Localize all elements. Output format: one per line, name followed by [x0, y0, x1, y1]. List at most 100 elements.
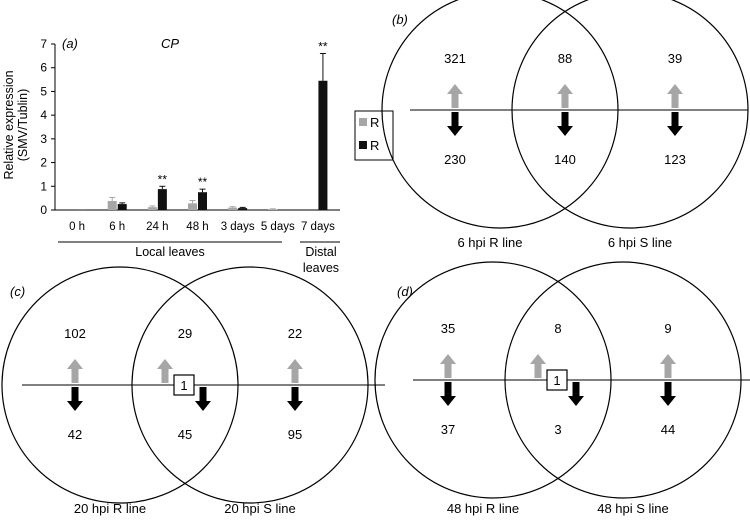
- venn-set-label-right: 20 hpi S line: [224, 501, 296, 516]
- venn-panel-label: (b): [392, 12, 408, 27]
- venn-set-label-right: 6 hpi S line: [608, 235, 672, 250]
- legend-swatch-0: [359, 118, 367, 126]
- venn-up-count-left: 35: [441, 321, 455, 336]
- down-arrow-icon: [447, 112, 463, 136]
- bar: [147, 207, 157, 210]
- venn-panel-label: (c): [10, 284, 25, 299]
- venn-set-label-left: 6 hpi R line: [457, 235, 522, 250]
- legend-label-1: R: [370, 138, 379, 153]
- y-tick-label: 2: [40, 156, 47, 170]
- y-tick-label: 1: [40, 179, 47, 193]
- bar: [318, 80, 328, 210]
- x-tick-labels: 0 h 6 h 24 h 48 h 3 days 5 days 7 days: [69, 221, 335, 233]
- x-tick-label: 6 h: [109, 221, 125, 233]
- group-label-distal-line2: leaves: [303, 261, 339, 275]
- up-arrow-icon: [530, 354, 546, 378]
- contra-regulated-box: [173, 374, 195, 396]
- y-tick-label: 3: [40, 132, 47, 146]
- bar: [107, 200, 117, 210]
- up-arrow-icon: [67, 359, 83, 383]
- venn-set-label-left: 20 hpi R line: [74, 501, 146, 516]
- up-arrow-icon: [287, 359, 303, 383]
- bar: [117, 204, 127, 210]
- bar: [157, 189, 167, 210]
- bar: [228, 207, 238, 210]
- venn-set-label-left: 48 hpi R line: [447, 501, 519, 516]
- venn-panel-label: (d): [397, 284, 413, 299]
- y-axis-label-line2: (SMV/Tublin): [16, 89, 30, 161]
- chart-title: CP: [161, 36, 179, 51]
- venn-down-count-right: 123: [664, 152, 686, 167]
- up-arrow-icon: [447, 84, 463, 108]
- down-arrow-icon: [568, 382, 584, 406]
- up-arrow-icon: [667, 84, 683, 108]
- venn-panel-b: (b) 321 230 88 140 39 123 6 hpi R line 6 hpi S l…: [381, 0, 749, 250]
- bar: [238, 208, 248, 210]
- venn-up-count-overlap: 88: [558, 51, 572, 66]
- venn-down-count-overlap: 140: [554, 152, 576, 167]
- down-arrow-icon: [195, 387, 211, 411]
- group-label-local: Local leaves: [135, 245, 205, 259]
- bar: [268, 209, 278, 210]
- up-arrow-icon: [557, 84, 573, 108]
- down-arrow-icon: [440, 382, 456, 406]
- venn-up-count-overlap: 29: [178, 326, 192, 341]
- contra-regulated-count: 1: [180, 378, 187, 393]
- venn-down-count-left: 230: [444, 152, 466, 167]
- panel-a-label: (a): [62, 36, 78, 51]
- contra-regulated-box: [546, 369, 568, 391]
- significance-mark: **: [158, 172, 168, 186]
- group-label-distal-line1: Distal: [305, 245, 336, 259]
- venn-up-count-right: 22: [288, 326, 302, 341]
- venn-circle-right: [511, 0, 749, 229]
- down-arrow-icon: [67, 387, 83, 411]
- down-arrow-icon: [287, 387, 303, 411]
- contra-regulated-count: 1: [553, 373, 560, 388]
- up-arrow-icon: [440, 354, 456, 378]
- x-tick-label: 24 h: [146, 221, 168, 233]
- bar: [77, 209, 87, 211]
- venn-circle-left: [381, 0, 619, 229]
- significance-mark: **: [198, 175, 208, 189]
- y-tick-label: 4: [40, 108, 47, 122]
- down-arrow-icon: [660, 382, 676, 406]
- y-tick-label: 5: [40, 84, 47, 98]
- venn-up-count-left: 102: [64, 326, 86, 341]
- venn-panel-d: (d) 35 37 8 3 9 44 1 48 hpi R line 48 hpi S line: [374, 261, 750, 516]
- legend: R R: [354, 110, 394, 161]
- venn-down-count-right: 95: [288, 427, 302, 442]
- venn-up-count-left: 321: [444, 51, 466, 66]
- legend-box: [354, 110, 394, 161]
- y-tick-label: 0: [40, 203, 47, 217]
- bars: ** ** **: [77, 39, 328, 211]
- venn-down-count-left: 37: [441, 422, 455, 437]
- y-axis-label-line1: Relative expression: [2, 70, 16, 179]
- x-tick-label: 0 h: [69, 221, 85, 233]
- y-tick-label: 6: [40, 61, 47, 75]
- significance-mark: **: [318, 39, 328, 53]
- y-ticks: 0 1 2 3 4 5 6 7: [40, 37, 55, 217]
- venn-up-count-right: 39: [668, 51, 682, 66]
- venn-up-count-overlap: 8: [554, 321, 561, 336]
- x-tick-label: 3 days: [221, 221, 255, 233]
- venn-set-label-right: 48 hpi S line: [597, 501, 669, 516]
- legend-swatch-1: [359, 141, 367, 149]
- legend-label-0: R: [370, 115, 379, 130]
- venn-down-count-overlap: 3: [554, 422, 561, 437]
- venn-down-count-right: 44: [661, 422, 675, 437]
- x-tick-label: 48 h: [186, 221, 208, 233]
- up-arrow-icon: [157, 359, 173, 383]
- x-tick-label: 5 days: [261, 221, 295, 233]
- venn-up-count-right: 9: [664, 321, 671, 336]
- down-arrow-icon: [667, 112, 683, 136]
- y-tick-label: 7: [40, 37, 47, 51]
- venn-down-count-left: 42: [68, 427, 82, 442]
- up-arrow-icon: [660, 354, 676, 378]
- venn-down-count-overlap: 45: [178, 427, 192, 442]
- bar: [188, 203, 197, 210]
- x-tick-label: 7 days: [301, 221, 335, 233]
- venn-panel-c: (c) 102 42 29 45 22 95 1 20 hpi R line 20 hpi S l…: [1, 266, 385, 516]
- bar: [198, 192, 207, 210]
